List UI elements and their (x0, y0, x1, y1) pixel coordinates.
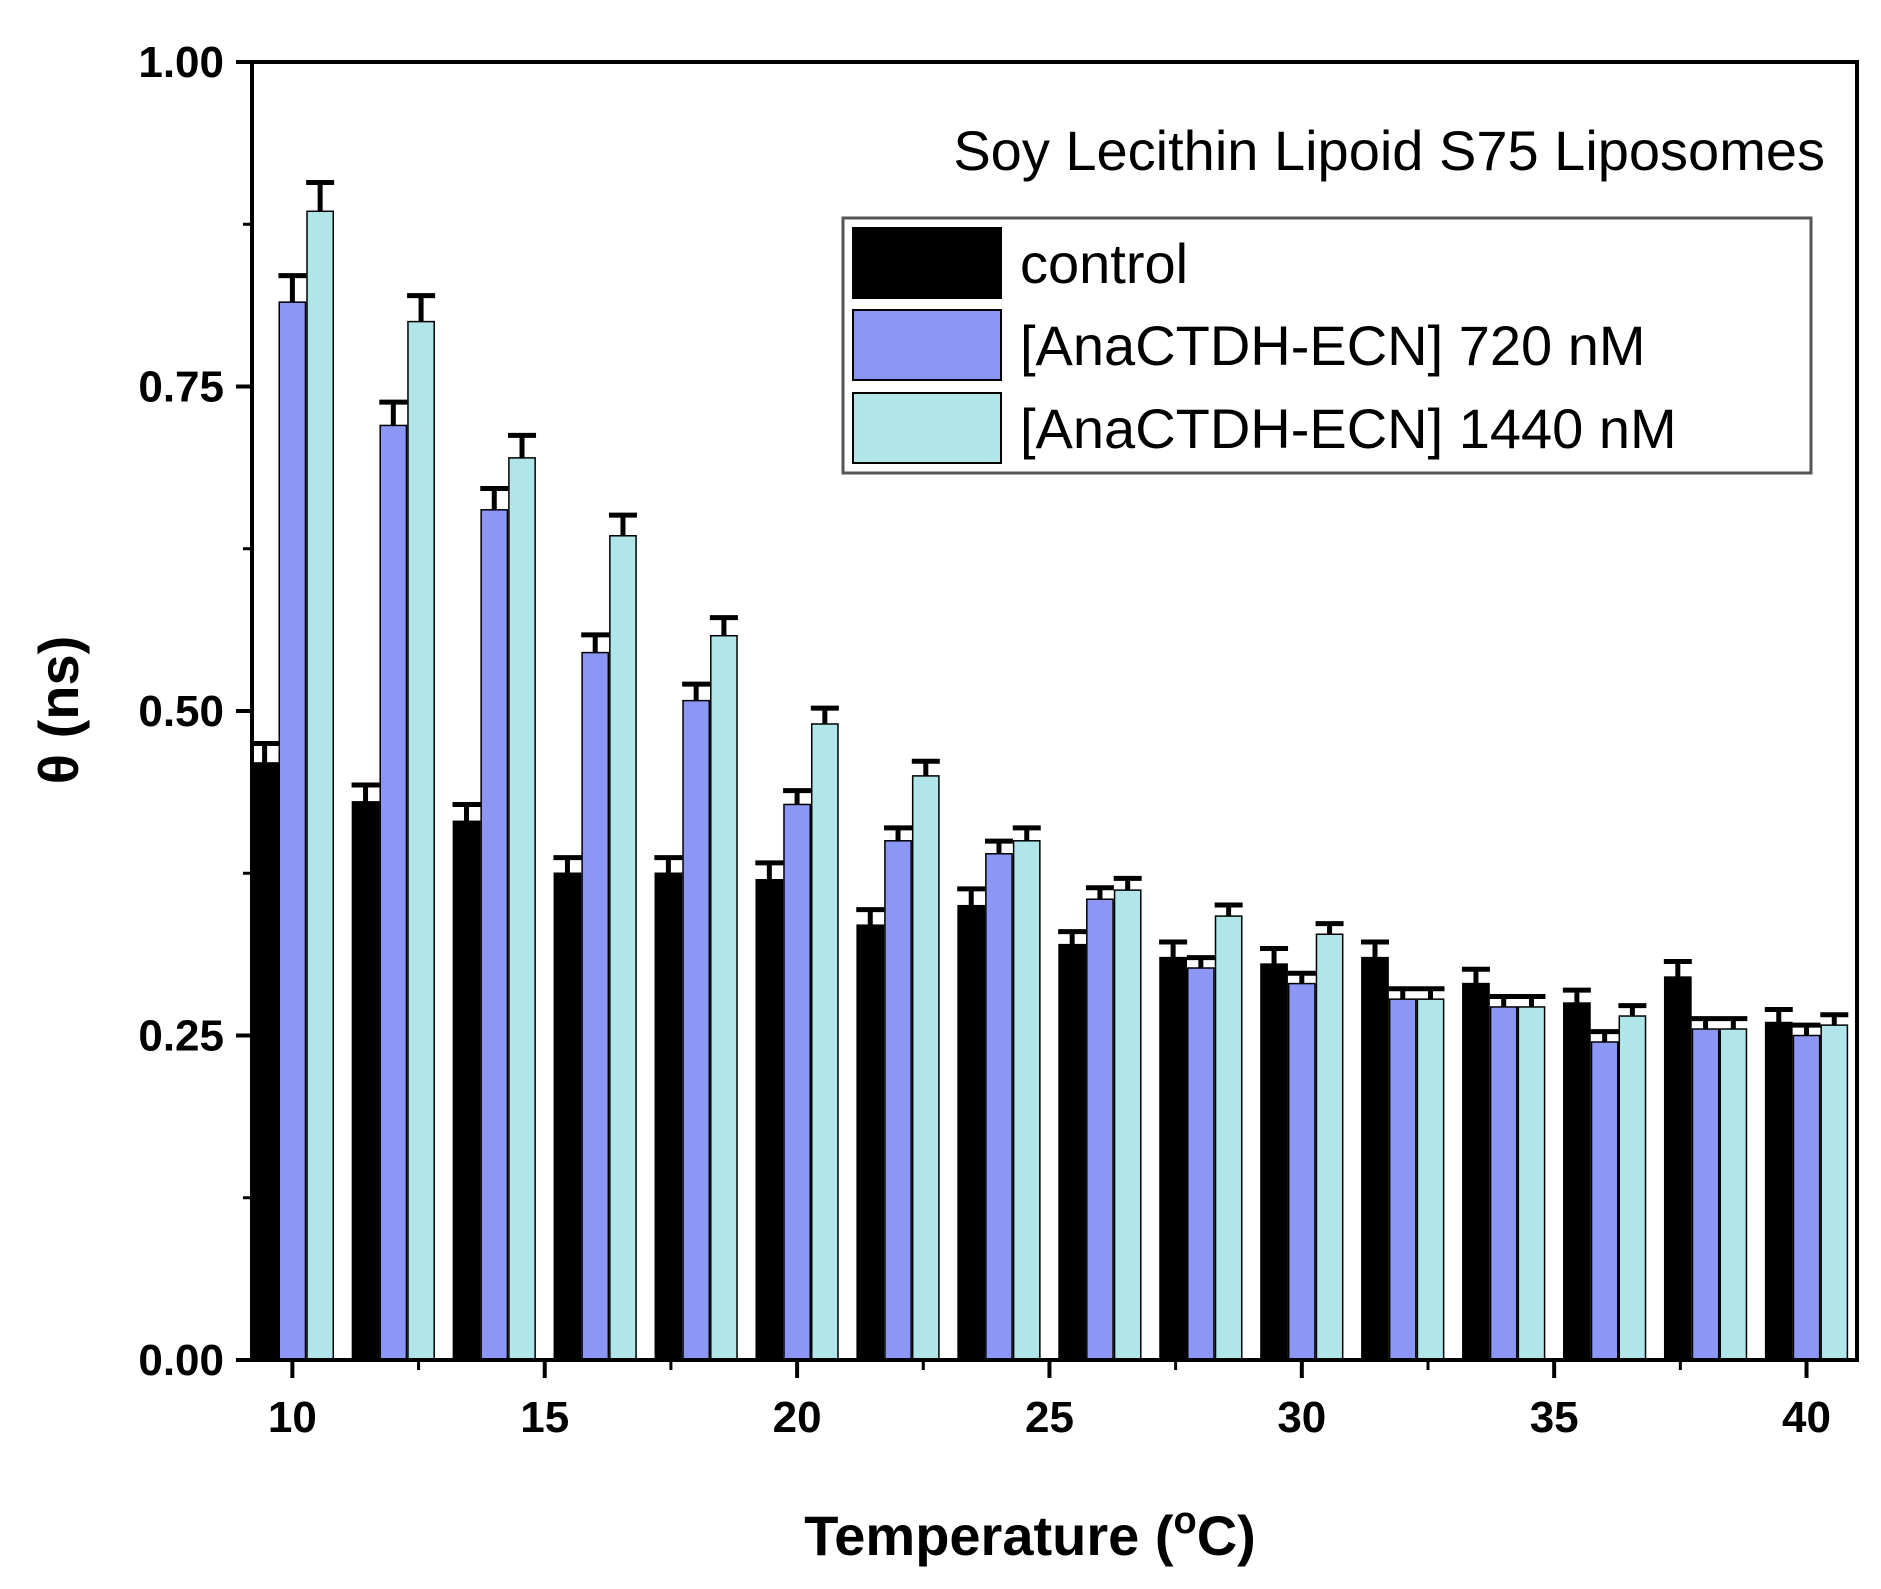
legend-label-720nm: [AnaCTDH-ECN] 720 nM (1020, 314, 1646, 377)
bar-2-14 (508, 457, 536, 1361)
bar-2-26 (1113, 889, 1142, 1361)
bar-0-18 (654, 872, 683, 1361)
y-axis-label: θ (ns) (27, 636, 90, 784)
bar-1-22 (884, 840, 912, 1361)
bar-0-22 (856, 924, 885, 1361)
bar-1-34 (1489, 1006, 1518, 1361)
legend: control [AnaCTDH-ECN] 720 nM [AnaCTDH-EC… (841, 216, 1813, 475)
bar-1-10 (278, 301, 307, 1361)
bar-1-30 (1287, 982, 1316, 1361)
bar-1-28 (1186, 967, 1215, 1361)
x-axis-label-main: Temperature ( (804, 1504, 1174, 1567)
x-tick-label-35: 35 (1530, 1393, 1579, 1442)
bar-2-10 (306, 210, 335, 1361)
bars-layer (250, 210, 1849, 1361)
axes-layer: 0.00 0.25 0.50 0.75 1.00 10 15 20 25 30 35 40 (138, 38, 1859, 1442)
bar-0-34 (1462, 982, 1490, 1361)
y-tick-label-0.50: 0.50 (138, 687, 224, 736)
bar-0-38 (1663, 976, 1692, 1361)
x-tick-label-30: 30 (1277, 1393, 1326, 1442)
legend-swatch-1440nm (852, 392, 1002, 464)
x-tick-label-15: 15 (520, 1393, 569, 1442)
bar-1-18 (682, 699, 711, 1361)
legend-swatch-control (852, 227, 1002, 299)
bar-1-40 (1792, 1034, 1821, 1361)
y-tick-label-0.75: 0.75 (138, 363, 224, 412)
legend-frame (841, 216, 1813, 475)
x-axis-label: Temperature (oC) (804, 1500, 1256, 1567)
x-axis-label-unit: C) (1197, 1504, 1256, 1567)
error-bars-layer (250, 180, 1849, 1042)
bar-2-28 (1214, 915, 1243, 1361)
bar-1-36 (1590, 1041, 1619, 1361)
bar-1-24 (985, 853, 1013, 1361)
x-tick-label-40: 40 (1782, 1393, 1831, 1442)
bar-2-40 (1820, 1024, 1849, 1361)
y-tick-label-1.00: 1.00 (138, 38, 224, 87)
bar-0-16 (553, 872, 582, 1361)
bar-0-26 (1058, 943, 1087, 1361)
bar-2-16 (609, 535, 637, 1361)
bar-0-24 (957, 904, 986, 1361)
x-tick-label-20: 20 (773, 1393, 822, 1442)
bar-0-36 (1563, 1002, 1591, 1361)
bar-0-28 (1159, 956, 1187, 1361)
bar-1-26 (1086, 898, 1114, 1361)
bar-0-20 (755, 878, 784, 1361)
bar-2-18 (710, 634, 738, 1361)
legend-label-1440nm: [AnaCTDH-ECN] 1440 nM (1020, 397, 1677, 460)
y-tick-label-0.25: 0.25 (138, 1012, 224, 1061)
bar-0-10 (250, 762, 279, 1361)
bar-2-12 (407, 320, 435, 1361)
bar-2-38 (1719, 1028, 1748, 1361)
bar-2-34 (1517, 1006, 1546, 1361)
bar-1-20 (783, 803, 811, 1361)
legend-label-control: control (1020, 232, 1188, 295)
bar-1-14 (480, 509, 509, 1361)
x-tick-label-25: 25 (1025, 1393, 1074, 1442)
legend-swatch-720nm (852, 309, 1002, 381)
bar-0-12 (351, 801, 380, 1361)
bar-2-32 (1416, 998, 1445, 1361)
bar-0-32 (1361, 956, 1389, 1361)
bar-1-38 (1691, 1028, 1720, 1361)
x-tick-label-10: 10 (268, 1393, 317, 1442)
y-tick-label-0.00: 0.00 (138, 1336, 224, 1385)
bar-1-32 (1388, 998, 1417, 1361)
bar-0-30 (1260, 963, 1288, 1361)
bar-2-30 (1315, 933, 1344, 1361)
bar-0-14 (452, 820, 481, 1361)
chart-title: Soy Lecithin Lipoid S75 Liposomes (953, 119, 1825, 182)
bar-2-20 (810, 723, 839, 1361)
bar-1-12 (379, 424, 408, 1361)
bar-2-24 (1012, 840, 1041, 1361)
bar-2-36 (1618, 1015, 1647, 1361)
bar-2-22 (911, 775, 940, 1361)
bar-1-16 (581, 651, 610, 1361)
bar-0-40 (1764, 1021, 1793, 1361)
x-axis-label-superscript: o (1173, 1500, 1196, 1542)
